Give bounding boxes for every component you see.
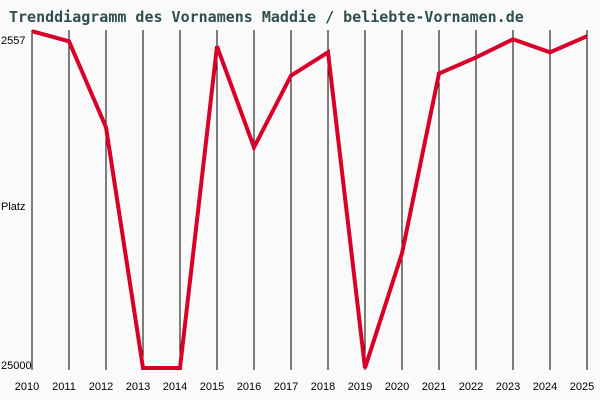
x-tick-label: 2010 <box>14 381 40 393</box>
x-tick-label: 2016 <box>236 381 262 393</box>
x-tick-label: 2011 <box>52 381 76 393</box>
x-tick-label: 2013 <box>125 381 151 393</box>
x-tick-label: 2012 <box>88 381 114 393</box>
y-tick-top: 2557 <box>1 35 26 47</box>
y-tick-bottom: 25000 <box>1 360 32 372</box>
trend-line <box>31 29 588 370</box>
x-tick-label: 2023 <box>495 381 521 393</box>
x-tick-label: 2017 <box>273 381 299 393</box>
x-tick-label: 2025 <box>569 381 595 393</box>
y-axis-label: Platz <box>1 201 26 213</box>
x-tick-label: 2019 <box>347 381 373 393</box>
x-tick-label: 2018 <box>310 381 336 393</box>
x-tick-label: 2022 <box>458 381 484 393</box>
x-tick-label: 2024 <box>532 381 558 393</box>
x-tick-label: 2021 <box>421 381 447 393</box>
x-tick-label: 2020 <box>384 381 410 393</box>
x-tick-label: 2015 <box>199 381 225 393</box>
chart-title: Trenddiagramm des Vornamens Maddie / bel… <box>9 8 524 26</box>
x-tick-label: 2014 <box>162 381 188 393</box>
